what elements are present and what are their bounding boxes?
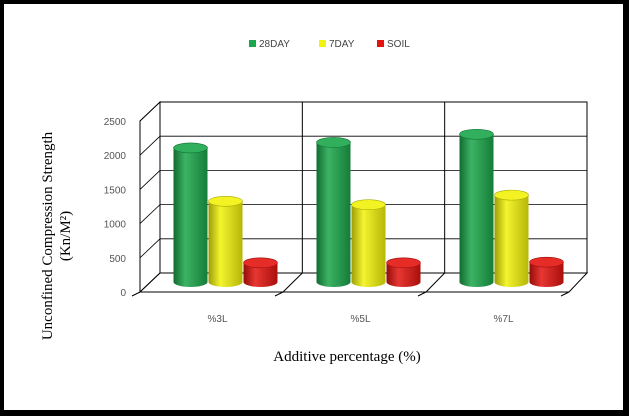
y-gridline (139, 238, 587, 259)
legend-label-7day: 7DAY (329, 39, 355, 50)
bar-soil-pct3l (243, 257, 278, 287)
legend-swatch-7day (319, 40, 326, 47)
floor-divider (425, 272, 446, 293)
x-axis-title: Additive percentage (%) (273, 349, 420, 365)
legend-swatch-28day (249, 40, 256, 47)
x-category-label: %3L (207, 314, 227, 325)
x-tick (560, 291, 570, 297)
y-tick-label: 2000 (104, 151, 127, 162)
y-tick-label: 2500 (104, 117, 127, 128)
chart: 0 500 1000 1500 2000 2500 %3L %5L %7L 28DAY 7DAY… (40, 39, 589, 365)
y-tick-labels: 0 500 1000 1500 2000 2500 (104, 117, 127, 299)
bar-7day-pct5l (351, 199, 386, 287)
bar-7day-pct7l (494, 189, 529, 287)
x-tick (274, 291, 284, 297)
bar-28day-pct5l (316, 137, 351, 287)
x-category-label: %5L (350, 314, 370, 325)
y-gridlines (139, 101, 587, 293)
bar-28day-pct7l (459, 128, 494, 287)
bar-series (173, 128, 564, 287)
legend-label-28day: 28DAY (259, 39, 290, 50)
y-gridline (139, 135, 587, 156)
legend: 28DAY 7DAY SOIL (249, 39, 410, 50)
bar-soil-pct7l (529, 256, 564, 287)
floor-divider (282, 272, 303, 293)
y-gridline (139, 204, 587, 224)
x-category-label: %7L (493, 314, 513, 325)
x-tick (417, 291, 427, 297)
legend-swatch-soil (377, 40, 384, 47)
x-tick (131, 291, 141, 297)
y-tick-label: 0 (120, 288, 126, 299)
y-gridline (139, 101, 587, 122)
bar-soil-pct5l (386, 257, 421, 287)
y-tick-label: 1000 (104, 220, 127, 231)
y-axis-title: Unconfined Compression Strength (40, 131, 56, 340)
y-axis-unit: (Kn/M²) (58, 211, 74, 261)
bar-28day-pct3l (173, 142, 208, 287)
bar-7day-pct3l (208, 195, 243, 287)
y-gridline (139, 272, 587, 293)
y-tick-label: 500 (109, 254, 126, 265)
y-gridline (139, 169, 587, 190)
y-tick-label: 1500 (104, 185, 127, 196)
legend-label-soil: SOIL (387, 39, 410, 50)
x-category-labels: %3L %5L %7L (207, 314, 513, 325)
side-wall (139, 100, 161, 294)
